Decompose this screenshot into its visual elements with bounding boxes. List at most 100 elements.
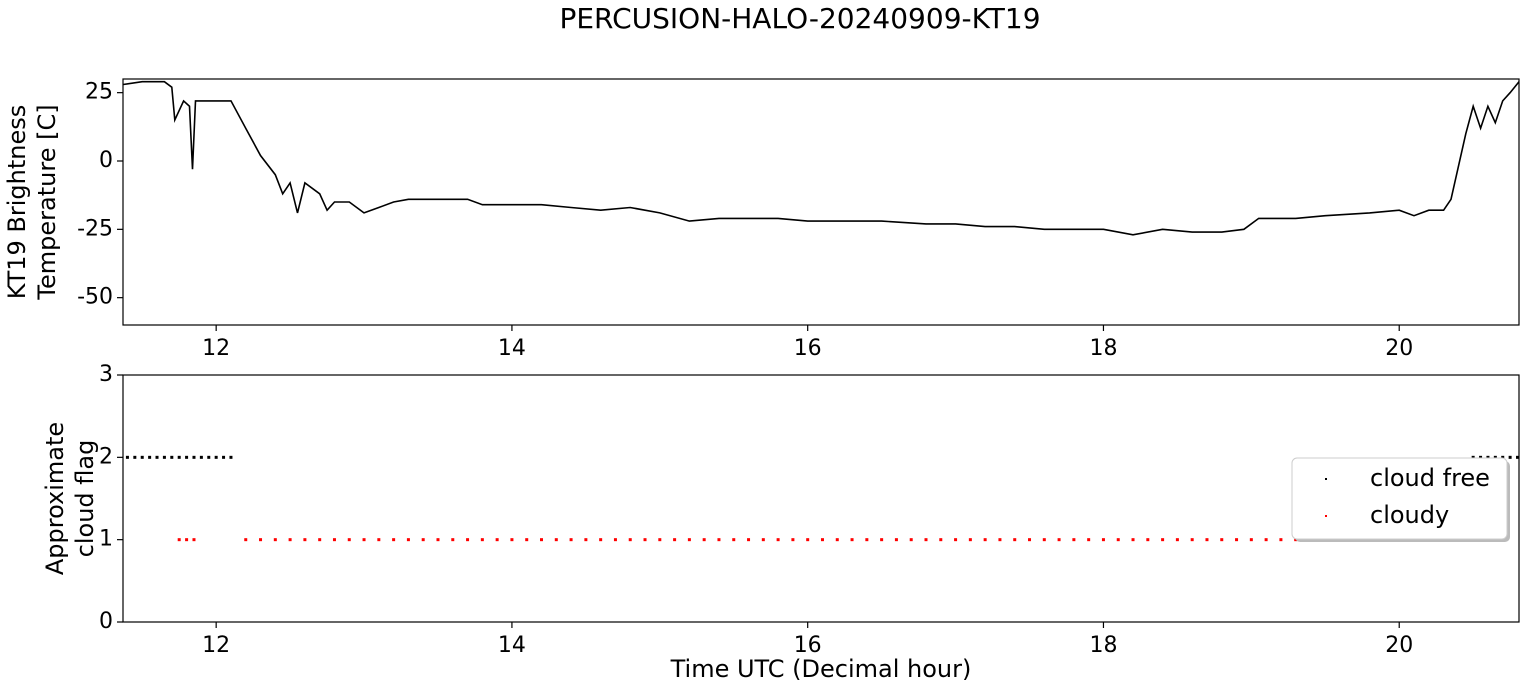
scatter-point [392, 538, 396, 542]
scatter-point [214, 455, 218, 459]
scatter-point [185, 455, 189, 459]
scatter-point [939, 538, 943, 542]
y-tick-label: 1 [99, 527, 113, 552]
scatter-point [599, 538, 603, 542]
legend-label: cloudy [1370, 501, 1449, 529]
x-tick-label: 18 [1089, 336, 1117, 361]
scatter-point [347, 538, 351, 542]
scatter-point [1279, 538, 1283, 542]
scatter-point [1042, 538, 1046, 542]
x-tick-label: 12 [202, 336, 230, 361]
axes-frame [122, 78, 1520, 326]
y-tick-label: -50 [77, 285, 113, 310]
scatter-point [318, 538, 322, 542]
scatter-point [1057, 538, 1061, 542]
y-axis-label: Approximate [41, 422, 69, 575]
scatter-point [229, 455, 233, 459]
y-tick-label: -25 [77, 216, 113, 241]
data-line [123, 80, 1519, 236]
scatter-point [540, 538, 544, 542]
scatter-point [554, 538, 558, 542]
scatter-point [747, 538, 751, 542]
scatter-point [776, 538, 780, 542]
x-tick-label: 20 [1385, 633, 1413, 658]
scatter-point [177, 455, 181, 459]
x-tick-label: 16 [794, 633, 822, 658]
y-axis-label: cloud flag [71, 440, 99, 558]
scatter-point [1205, 538, 1209, 542]
scatter-point [865, 538, 869, 542]
axes-frame [122, 374, 1520, 623]
scatter-point [1072, 538, 1076, 542]
y-tick-label: 3 [99, 362, 113, 387]
y-axis-label: KT19 Brightness [3, 105, 31, 300]
scatter-point [1294, 538, 1298, 542]
x-tick-label: 14 [498, 336, 526, 361]
scatter-point [185, 538, 189, 542]
scatter-point [1028, 538, 1032, 542]
scatter-point [177, 538, 181, 542]
scatter-point [658, 538, 662, 542]
legend-label: cloud free [1370, 464, 1490, 492]
scatter-point [495, 538, 499, 542]
scatter-point [850, 538, 854, 542]
scatter-point [1131, 538, 1135, 542]
legend-marker [1325, 478, 1327, 480]
scatter-point [761, 538, 765, 542]
scatter-point [1161, 538, 1165, 542]
scatter-point [244, 538, 248, 542]
scatter-point [909, 538, 913, 542]
scatter-point [1146, 538, 1150, 542]
scatter-point [806, 538, 810, 542]
scatter-point [643, 538, 647, 542]
scatter-point [451, 538, 455, 542]
scatter-point [332, 538, 336, 542]
scatter-point [133, 455, 137, 459]
scatter-point [1087, 538, 1091, 542]
scatter-point [1013, 538, 1017, 542]
scatter-point [303, 538, 307, 542]
scatter-point [1220, 538, 1224, 542]
scatter-point [673, 538, 677, 542]
y-tick-label: 0 [99, 609, 113, 634]
scatter-point [687, 538, 691, 542]
scatter-point [1175, 538, 1179, 542]
scatter-point [259, 538, 263, 542]
x-tick-label: 12 [202, 633, 230, 658]
scatter-point [569, 538, 573, 542]
scatter-point [1486, 455, 1490, 459]
scatter-point [1508, 455, 1512, 459]
scatter-point [288, 538, 292, 542]
scatter-point [983, 538, 987, 542]
scatter-point [820, 538, 824, 542]
scatter-point [613, 538, 617, 542]
scatter-point [835, 538, 839, 542]
y-tick-label: 0 [99, 148, 113, 173]
scatter-point [1516, 455, 1519, 459]
x-tick-label: 16 [794, 336, 822, 361]
scatter-point [968, 538, 972, 542]
scatter-point [466, 538, 470, 542]
scatter-point [924, 538, 928, 542]
scatter-point [362, 538, 366, 542]
scatter-point [192, 455, 196, 459]
scatter-point [421, 538, 425, 542]
scatter-point [170, 455, 174, 459]
figure-title: PERCUSION-HALO-20240909-KT19 [559, 2, 1040, 35]
scatter-point [222, 455, 226, 459]
legend [1291, 457, 1508, 540]
scatter-point [207, 455, 211, 459]
scatter-point [584, 538, 588, 542]
y-tick-label: 25 [85, 80, 113, 105]
scatter-point [1235, 538, 1239, 542]
x-tick-label: 14 [498, 633, 526, 658]
scatter-point [1264, 538, 1268, 542]
y-tick-label: 2 [99, 444, 113, 469]
scatter-point [628, 538, 632, 542]
scatter-point [894, 538, 898, 542]
scatter-point [140, 455, 144, 459]
x-tick-label: 18 [1089, 633, 1117, 658]
scatter-point [192, 538, 196, 542]
scatter-point [525, 538, 529, 542]
